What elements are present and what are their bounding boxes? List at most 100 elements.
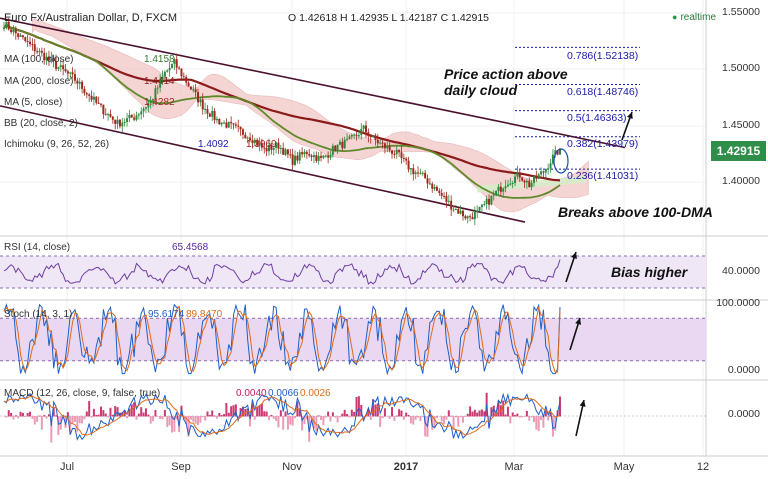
ichimoku-value-1: 1.4092 (198, 139, 229, 150)
candle-body (497, 186, 500, 191)
macd-histogram-bar (286, 416, 289, 430)
macd-histogram-bar (85, 411, 88, 417)
candle-body (521, 177, 524, 181)
ohlc-readout: O 1.42618 H 1.42935 L 1.42187 C 1.42915 (288, 12, 490, 24)
candle-body (116, 119, 119, 124)
candle-body (182, 76, 185, 78)
ma5-label[interactable]: MA (5, close) (4, 97, 63, 108)
ma100-label[interactable]: MA (100, close) (4, 54, 74, 65)
macd-histogram-bar (350, 409, 353, 417)
macd-histogram-bar (549, 412, 552, 417)
x-tick: Sep (171, 461, 191, 473)
fib-label-0618: 0.618(1.48746) (567, 86, 639, 98)
ichimoku-label[interactable]: Ichimoku (9, 26, 52, 26) (4, 139, 110, 150)
macd-histogram-bar (511, 412, 514, 417)
macd-histogram-bar (73, 416, 76, 422)
macd-histogram-bar (346, 413, 349, 417)
ichimoku-cloud-area (32, 17, 589, 213)
candle-body (258, 143, 261, 146)
bb-label[interactable]: BB (20, close, 2) (4, 118, 78, 129)
candle-body (33, 44, 36, 52)
candle-body (69, 72, 72, 74)
macd-histogram-bar (471, 411, 474, 417)
candle-body (469, 216, 472, 218)
candle-body (440, 192, 443, 196)
candle-body (90, 95, 93, 100)
candle-body (208, 113, 211, 117)
candle-body (12, 29, 15, 33)
macd-histogram-bar (232, 405, 235, 417)
price-channel (0, 17, 626, 223)
macd-histogram-bar (284, 411, 287, 417)
candle-body (17, 33, 20, 37)
candle-body (291, 154, 294, 165)
macd-histogram-bar (197, 416, 200, 426)
macd-label[interactable]: MACD (12, 26, close, 9, false, true) (4, 388, 161, 399)
macd-histogram-bar (83, 416, 86, 420)
macd-histogram-bar (334, 416, 337, 418)
candle-body (263, 147, 266, 149)
macd-histogram-bar (5, 416, 8, 418)
macd-histogram-bar (473, 409, 476, 417)
macd-histogram-bar (357, 396, 360, 417)
stoch-k-line (3, 303, 561, 376)
rsi-label[interactable]: RSI (14, close) (4, 242, 71, 253)
candle-body (338, 141, 341, 145)
candle-body (488, 199, 491, 205)
candle-body (395, 149, 398, 155)
macd-arrow-head (579, 400, 586, 407)
price-tick: 1.40000 (722, 175, 760, 187)
candle-body (286, 149, 289, 155)
x-tick: May (613, 461, 635, 473)
candle-body (223, 122, 226, 124)
macd-histogram-bar (320, 416, 323, 421)
macd-histogram-bar (395, 415, 398, 417)
macd-histogram-bar (19, 411, 22, 417)
macd-histogram-bar (189, 416, 192, 420)
macd-histogram-bar (523, 416, 526, 417)
candle-body (227, 121, 230, 128)
macd-histogram-bar (469, 406, 472, 417)
macd-histogram-bar (137, 413, 140, 417)
macd-histogram-bar (249, 416, 252, 427)
macd-histogram-bar (102, 410, 105, 417)
macd-histogram-bar (270, 414, 273, 417)
candle-body (535, 176, 538, 179)
candle-body (357, 135, 360, 137)
macd-histogram-bar (192, 416, 195, 422)
macd-histogram-bar (528, 416, 531, 421)
candle-body (109, 114, 112, 117)
stoch-label[interactable]: Stoch (14, 3, 1) (4, 309, 73, 320)
macd-histogram-bar (24, 416, 27, 417)
candlesticks (3, 17, 561, 226)
macd-histogram-bar (50, 416, 53, 443)
candle-body (294, 155, 297, 165)
rsi-tick: 40.0000 (722, 265, 760, 277)
candle-body (197, 92, 200, 103)
macd-histogram-bar (230, 406, 233, 417)
stoch-d-line (3, 305, 561, 373)
macd-histogram-bar (76, 416, 79, 432)
candle-body (312, 155, 315, 157)
stoch-arrow-head (575, 318, 582, 325)
ma200-label[interactable]: MA (200, close) (4, 76, 74, 87)
macd-histogram-bar (438, 416, 441, 417)
candle-body (502, 188, 505, 192)
candle-body (239, 126, 242, 130)
macd-histogram-bar (421, 416, 424, 417)
macd-histogram-bar (253, 416, 256, 420)
candle-body (424, 172, 427, 179)
candle-body (135, 115, 138, 120)
macd-histogram-bar (291, 416, 294, 426)
macd-histogram-bar (47, 414, 50, 417)
annotation-cloud-line1: Price action above (444, 66, 568, 82)
candle-body (76, 80, 79, 84)
macd-histogram-bar (263, 411, 266, 417)
macd-histogram-bar (55, 415, 58, 417)
candle-body (296, 155, 299, 161)
macd-histogram-bar (78, 416, 81, 424)
macd-histogram-bar (518, 416, 521, 418)
macd-histogram-bar (492, 405, 495, 417)
candle-body (40, 50, 43, 53)
